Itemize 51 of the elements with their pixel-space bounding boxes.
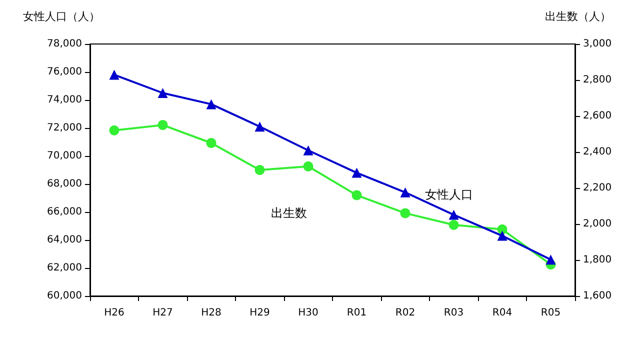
point bbox=[254, 122, 265, 132]
y2-tick-label: 2,400 bbox=[583, 146, 612, 158]
x-tick-label: R01 bbox=[346, 308, 367, 318]
series-label: 女性人口 bbox=[424, 188, 473, 202]
point bbox=[158, 88, 168, 98]
point bbox=[158, 120, 168, 130]
x-tick-label: R04 bbox=[492, 308, 512, 318]
point bbox=[448, 220, 459, 230]
x-tick-label: H30 bbox=[298, 308, 318, 318]
point bbox=[497, 224, 508, 234]
x-tick-label: R03 bbox=[444, 308, 464, 318]
y-tick-label: 60,000 bbox=[47, 290, 82, 302]
point bbox=[206, 99, 216, 110]
point bbox=[109, 70, 120, 80]
point bbox=[254, 165, 265, 175]
y2-tick-label: 1,800 bbox=[583, 254, 612, 266]
x-tick-label: R02 bbox=[395, 308, 416, 318]
y-tick-label: 78,000 bbox=[47, 38, 82, 50]
point bbox=[303, 161, 314, 172]
x-tick-label: R05 bbox=[540, 308, 561, 318]
x-tick-label: H29 bbox=[250, 308, 270, 318]
y-tick-label: 64,000 bbox=[47, 234, 82, 246]
x-tick-label: H28 bbox=[201, 308, 222, 318]
point bbox=[448, 210, 459, 220]
y-tick-label: 72,000 bbox=[47, 122, 82, 134]
y2-axis-title: 出生数（人） bbox=[545, 10, 611, 23]
point bbox=[109, 125, 120, 136]
y2-tick-label: 3,000 bbox=[583, 38, 612, 50]
y2-tick-label: 2,200 bbox=[583, 182, 612, 194]
y-tick-label: 76,000 bbox=[47, 66, 82, 78]
y-tick-label: 74,000 bbox=[47, 94, 82, 106]
point bbox=[497, 230, 508, 241]
y-tick-label: 66,000 bbox=[47, 206, 82, 218]
y-tick-label: 62,000 bbox=[47, 262, 82, 274]
point bbox=[352, 190, 362, 200]
point bbox=[206, 138, 216, 148]
y-axis-title: 女性人口（人） bbox=[23, 10, 100, 23]
point bbox=[303, 145, 314, 156]
point bbox=[546, 254, 556, 265]
x-tick-label: H26 bbox=[104, 308, 124, 318]
point bbox=[352, 168, 362, 178]
x-tick-label: H27 bbox=[152, 308, 173, 318]
y2-tick-label: 2,800 bbox=[583, 74, 612, 86]
text: 出生数 bbox=[270, 206, 307, 220]
y2-tick-label: 2,000 bbox=[583, 218, 612, 230]
y-tick-label: 68,000 bbox=[47, 178, 82, 190]
point bbox=[400, 187, 410, 198]
y2-tick-label: 1,600 bbox=[583, 290, 612, 302]
y2-tick-label: 2,600 bbox=[583, 110, 612, 122]
y-tick-label: 70,000 bbox=[47, 150, 82, 162]
point bbox=[400, 208, 410, 218]
